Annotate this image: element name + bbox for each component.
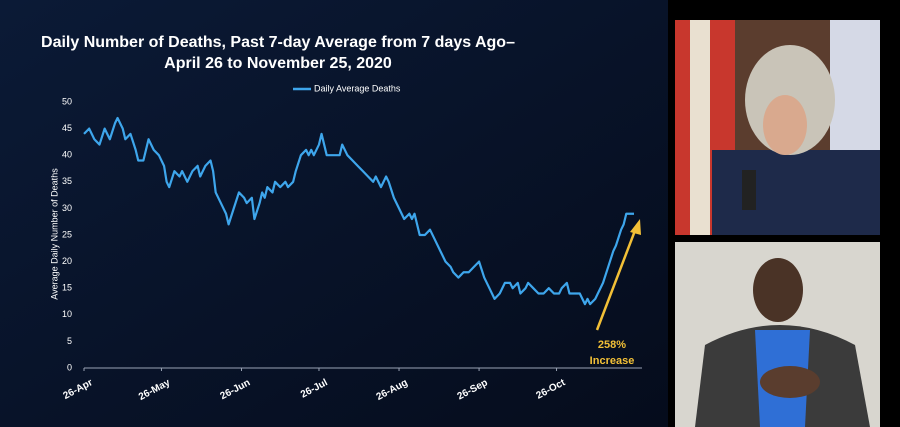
y-tick-label: 30: [62, 203, 72, 213]
y-tick-label: 20: [62, 256, 72, 266]
annotation-arrow: [595, 227, 638, 331]
slide: [0, 0, 668, 427]
annotation-arrowhead: [630, 219, 641, 235]
annotation-text: 258%: [598, 339, 626, 351]
y-tick-label: 5: [67, 336, 72, 346]
y-tick-label: 50: [62, 96, 72, 106]
chart-title: April 26 to November 25, 2020: [164, 55, 392, 72]
speaker-video: [675, 20, 880, 235]
y-tick-label: 40: [62, 150, 72, 160]
annotation-text: Increase: [590, 355, 635, 367]
y-tick-label: 35: [62, 176, 72, 186]
y-tick-label: 25: [62, 229, 72, 239]
legend-label: Daily Average Deaths: [314, 83, 401, 93]
interpreter-video: [675, 242, 880, 427]
y-axis-label: Average Daily Number of Deaths: [49, 168, 59, 300]
y-tick-label: 15: [62, 283, 72, 293]
y-tick-label: 10: [62, 309, 72, 319]
y-tick-label: 0: [67, 362, 72, 372]
y-tick-label: 45: [62, 123, 72, 133]
series-line: [83, 116, 634, 306]
chart-title: Daily Number of Deaths, Past 7-day Avera…: [41, 34, 515, 51]
